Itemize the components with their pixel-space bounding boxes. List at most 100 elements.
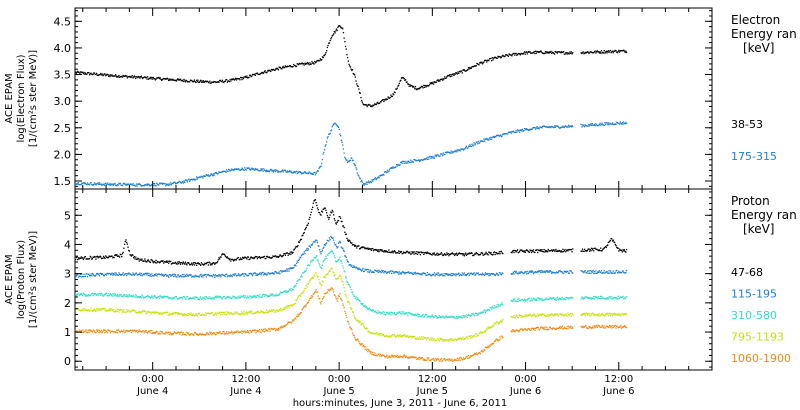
data-point <box>593 298 596 300</box>
data-point <box>357 245 359 247</box>
data-point <box>161 79 163 81</box>
data-point <box>465 252 467 254</box>
data-point <box>402 272 405 274</box>
data-point <box>357 85 359 87</box>
data-point <box>594 247 596 249</box>
data-point <box>434 275 436 277</box>
data-point <box>244 295 246 297</box>
data-point <box>539 270 541 272</box>
data-point <box>179 274 182 277</box>
data-point <box>219 171 221 173</box>
data-point <box>535 249 537 251</box>
data-point <box>186 315 188 317</box>
data-point <box>460 70 463 72</box>
data-point <box>363 247 365 249</box>
data-point <box>302 172 305 174</box>
data-point <box>313 241 315 243</box>
data-point <box>539 298 542 300</box>
data-point <box>134 329 136 332</box>
data-point <box>128 76 131 78</box>
data-point <box>465 336 468 338</box>
data-point <box>611 238 613 240</box>
data-point <box>318 279 320 281</box>
data-point <box>435 81 437 83</box>
data-point <box>93 293 96 295</box>
data-point <box>339 240 341 242</box>
data-point <box>403 78 405 80</box>
data-point <box>419 336 421 338</box>
data-point <box>291 289 293 292</box>
data-point <box>379 100 382 103</box>
data-point <box>609 312 611 314</box>
data-point <box>440 78 442 81</box>
data-point <box>337 26 339 29</box>
data-point <box>324 293 326 295</box>
data-point <box>240 257 242 259</box>
data-point <box>364 248 366 250</box>
data-point <box>447 74 449 77</box>
data-point <box>94 73 96 76</box>
data-point <box>523 299 525 302</box>
data-point <box>346 159 348 161</box>
data-point <box>374 103 377 106</box>
data-point <box>186 275 189 277</box>
data-point <box>384 311 386 313</box>
data-point <box>381 174 383 176</box>
data-point <box>276 328 278 330</box>
data-point <box>509 131 512 133</box>
data-point <box>538 249 540 251</box>
data-point <box>391 334 393 336</box>
data-point <box>384 251 386 253</box>
data-point <box>493 274 496 276</box>
data-point <box>600 50 603 52</box>
data-point <box>140 331 142 333</box>
data-point <box>239 79 241 81</box>
data-point <box>270 169 273 171</box>
data-point <box>79 273 82 276</box>
data-point <box>205 80 207 82</box>
data-point <box>250 256 252 258</box>
data-point <box>477 63 479 66</box>
data-point <box>216 262 218 264</box>
data-point <box>96 293 98 295</box>
data-point <box>326 242 328 244</box>
data-point <box>622 270 624 272</box>
data-point <box>448 151 450 153</box>
data-point <box>340 217 342 219</box>
data-point <box>154 78 156 80</box>
data-point <box>558 270 561 272</box>
data-point <box>351 159 354 162</box>
data-point <box>236 77 238 80</box>
data-point <box>543 125 545 127</box>
data-point <box>434 254 436 256</box>
data-point <box>279 293 281 295</box>
data-point <box>184 263 186 265</box>
data-point <box>123 273 126 275</box>
data-point <box>482 311 484 314</box>
data-point <box>421 272 424 275</box>
data-point <box>247 77 249 79</box>
data-point <box>419 87 421 89</box>
data-point <box>104 183 106 185</box>
data-point <box>205 175 207 177</box>
data-point <box>306 267 308 269</box>
data-point <box>584 297 586 299</box>
data-point <box>188 312 190 315</box>
data-point <box>175 312 177 314</box>
data-point <box>570 51 572 53</box>
data-point <box>137 76 139 79</box>
data-point <box>394 91 396 94</box>
data-point <box>542 52 544 55</box>
data-point <box>454 273 456 275</box>
data-point <box>103 255 105 257</box>
data-point <box>159 274 161 276</box>
data-point <box>125 239 127 241</box>
data-point <box>192 333 194 335</box>
data-point <box>403 271 405 274</box>
data-point <box>188 298 190 300</box>
data-point <box>521 130 523 132</box>
data-point <box>161 260 163 263</box>
data-point <box>435 339 437 341</box>
data-point <box>135 311 137 313</box>
data-point <box>491 138 493 140</box>
